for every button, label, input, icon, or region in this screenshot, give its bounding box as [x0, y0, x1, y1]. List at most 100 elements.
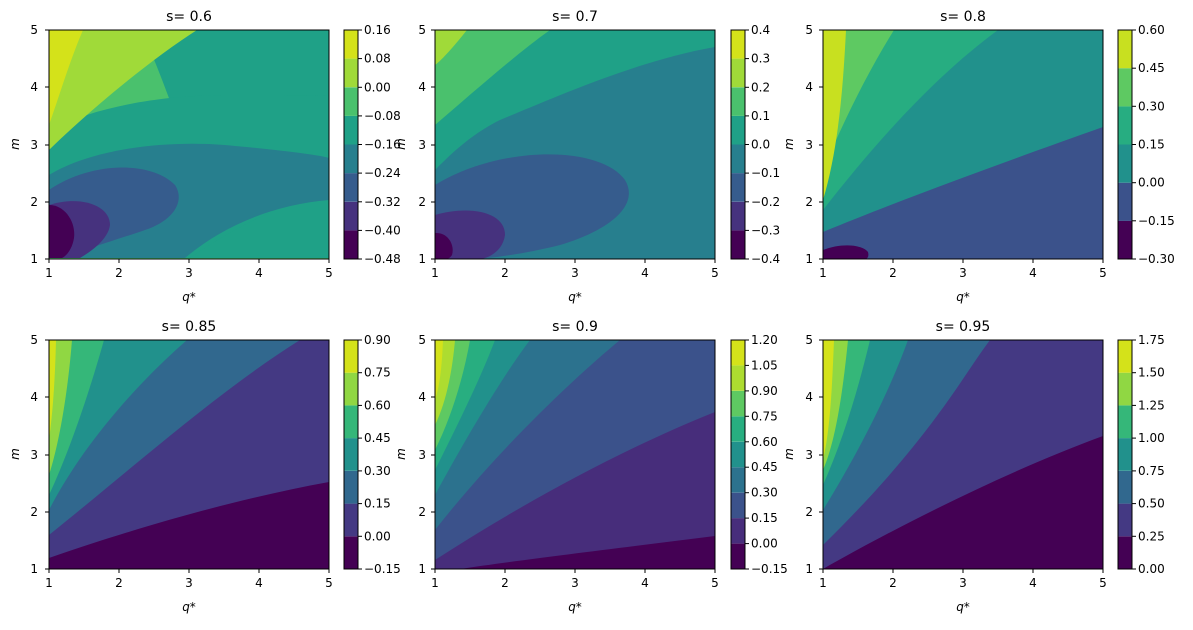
x-tick-label: 5 — [325, 266, 333, 280]
y-tick-label: 1 — [418, 562, 426, 576]
colorbar-segment — [1118, 30, 1132, 69]
colorbar-segment — [731, 518, 745, 544]
colorbar-tick-label: 0.4 — [751, 23, 770, 37]
y-axis: 1 2 3 4 5 m — [394, 333, 435, 576]
x-tick-label: 2 — [115, 266, 123, 280]
panel-title: s= 0.95 — [936, 319, 991, 335]
y-tick-label: 1 — [418, 252, 426, 266]
x-axis-label: q* — [956, 600, 970, 614]
y-tick-label: 5 — [805, 333, 813, 347]
colorbar-tick-label: 0.45 — [364, 431, 391, 445]
colorbar-tick-label: −0.1 — [751, 166, 780, 180]
colorbar-tick-label: 0.30 — [364, 464, 391, 478]
colorbar-tick-label: 0.30 — [1138, 99, 1165, 113]
colorbar-segment — [1118, 144, 1132, 183]
y-tick-label: 3 — [805, 138, 813, 152]
colorbar-tick-label: −0.24 — [364, 166, 401, 180]
colorbar-tick-label: −0.40 — [364, 223, 401, 237]
colorbar-tick-label: 0.16 — [364, 23, 391, 37]
y-axis: 1 2 3 4 5 m — [782, 333, 823, 576]
contour-band — [49, 30, 83, 125]
colorbar-segment — [344, 340, 358, 373]
x-tick-label: 4 — [1029, 266, 1037, 280]
colorbar-segment — [344, 536, 358, 569]
y-tick-label: 5 — [418, 23, 426, 37]
colorbar-segment — [344, 144, 358, 174]
x-axis-label: q* — [182, 600, 196, 614]
colorbar-tick-label: 1.05 — [751, 358, 778, 372]
y-tick-label: 2 — [418, 505, 426, 519]
x-tick-label: 3 — [185, 576, 193, 590]
x-axis-label: q* — [568, 600, 582, 614]
x-tick-label: 2 — [501, 576, 509, 590]
y-tick-label: 2 — [805, 505, 813, 519]
y-axis: 1 2 3 4 5 m — [8, 23, 49, 266]
colorbar-segment — [1118, 182, 1132, 221]
x-tick-label: 1 — [819, 266, 827, 280]
colorbar: −0.30 −0.15 0.00 0.15 0.30 0.45 0.60 — [1117, 23, 1175, 266]
colorbar-segment — [731, 173, 745, 202]
colorbar-segment — [1118, 220, 1132, 259]
colorbar-segment — [1118, 405, 1132, 439]
colorbar-segment — [344, 405, 358, 439]
x-axis: 1 2 3 4 5 q* — [45, 259, 333, 304]
colorbar-tick-label: −0.08 — [364, 109, 401, 123]
colorbar-frame — [343, 339, 359, 570]
colorbar: −0.4 −0.3 −0.2 −0.1 0.0 0.1 0.2 0.3 0.4 — [730, 23, 780, 266]
colorbar-tick-label: 0.90 — [364, 333, 391, 347]
x-axis: 1 2 3 4 5 q* — [431, 259, 719, 304]
colorbar-tick-label: −0.16 — [364, 138, 401, 152]
colorbar-segment — [731, 30, 745, 59]
x-tick-label: 3 — [959, 576, 967, 590]
colorbar: 0.00 0.25 0.50 0.75 1.00 1.25 1.50 1.75 — [1117, 333, 1165, 576]
colorbar-frame — [1117, 339, 1133, 570]
contour-band — [435, 30, 550, 125]
colorbar-segment — [731, 390, 745, 417]
colorbar-segment — [731, 492, 745, 519]
colorbar-tick-label: −0.15 — [1138, 214, 1175, 228]
colorbar-tick-label: 0.2 — [751, 80, 770, 94]
colorbar-segment — [1118, 372, 1132, 406]
x-axis: 1 2 3 4 5 q* — [45, 569, 333, 614]
colorbar-tick-label: 0.50 — [1138, 497, 1165, 511]
y-tick-label: 5 — [805, 23, 813, 37]
x-axis: 1 2 3 4 5 q* — [819, 569, 1107, 614]
colorbar-tick-label: 1.00 — [1138, 431, 1165, 445]
colorbar: −0.15 0.00 0.15 0.30 0.45 0.60 0.75 0.90… — [730, 333, 788, 576]
colorbar-tick-label: −0.2 — [751, 195, 780, 209]
colorbar-tick-label: 0.60 — [751, 435, 778, 449]
colorbar-tick-label: 0.15 — [364, 497, 391, 511]
contour-band — [435, 340, 443, 400]
panel-title: s= 0.7 — [552, 9, 598, 25]
colorbar-segment — [731, 87, 745, 116]
colorbar-tick-label: 0.75 — [1138, 464, 1165, 478]
colorbar-tick-label: 0.45 — [751, 460, 778, 474]
colorbar-segment — [344, 438, 358, 471]
colorbar-segment — [344, 503, 358, 537]
y-tick-label: 3 — [805, 448, 813, 462]
contour-band — [823, 30, 846, 200]
contour-band — [435, 210, 505, 259]
y-tick-label: 2 — [805, 195, 813, 209]
x-tick-label: 1 — [819, 576, 827, 590]
contour-fill — [823, 340, 1103, 569]
y-tick-label: 1 — [30, 252, 38, 266]
colorbar-segment — [731, 340, 745, 366]
colorbar-tick-label: 0.00 — [751, 537, 778, 551]
colorbar-segment — [1118, 106, 1132, 145]
y-tick-label: 1 — [805, 562, 813, 576]
y-tick-label: 4 — [418, 80, 426, 94]
colorbar-segment — [1118, 68, 1132, 107]
colorbar-segment — [344, 372, 358, 406]
x-tick-label: 5 — [711, 576, 719, 590]
x-tick-label: 2 — [889, 576, 897, 590]
colorbar-tick-label: 0.00 — [364, 80, 391, 94]
x-axis: 1 2 3 4 5 q* — [819, 259, 1107, 304]
y-tick-label: 5 — [30, 23, 38, 37]
x-tick-label: 5 — [711, 266, 719, 280]
x-tick-label: 5 — [325, 576, 333, 590]
panel-title: s= 0.8 — [940, 9, 986, 25]
colorbar-segment — [344, 201, 358, 231]
colorbar-segment — [731, 58, 745, 88]
y-tick-label: 3 — [30, 448, 38, 462]
